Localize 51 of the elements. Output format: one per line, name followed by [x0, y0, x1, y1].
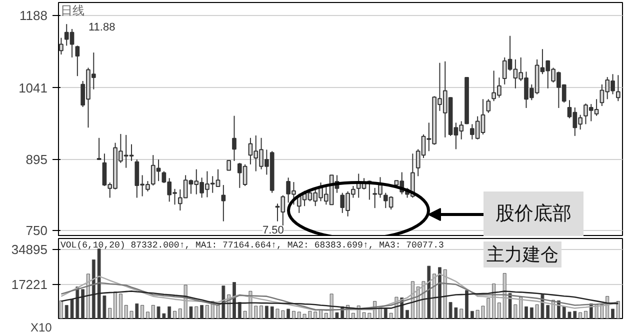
y-tick-label: 895 — [26, 152, 48, 167]
line-series — [60, 273, 619, 311]
y-tick-label: 17221 — [11, 276, 48, 292]
bar — [292, 310, 296, 318]
candlestick — [226, 160, 232, 171]
y-tick-label: 1188 — [20, 8, 48, 24]
line-series — [60, 282, 619, 311]
y-tick-label: 34895 — [11, 242, 48, 257]
bar — [351, 312, 355, 318]
candlestick — [232, 115, 236, 162]
line-series — [60, 290, 619, 310]
bar — [616, 301, 620, 318]
candlestick — [221, 184, 226, 222]
bar — [438, 267, 442, 318]
bar — [173, 310, 176, 318]
bar — [578, 312, 582, 318]
candlestick — [59, 37, 64, 55]
bar — [584, 310, 588, 318]
candlestick — [75, 45, 80, 77]
bar — [264, 306, 268, 318]
bar — [611, 308, 615, 318]
bar — [465, 290, 468, 318]
annotation: 股价底部 — [496, 202, 572, 224]
bar — [114, 292, 118, 318]
annotation: 11.88 — [88, 22, 116, 34]
bar — [118, 294, 122, 318]
bar — [319, 310, 322, 318]
bar — [140, 304, 144, 318]
bar — [200, 304, 204, 318]
bar — [519, 296, 523, 318]
bar — [178, 308, 182, 318]
annotation: 主力建仓 — [486, 244, 558, 264]
bar — [59, 300, 63, 318]
candlestick — [96, 137, 102, 160]
y-tick-label: 750 — [26, 223, 48, 238]
text: X10 — [30, 320, 52, 334]
bar — [524, 306, 528, 318]
bar — [260, 306, 264, 318]
bar — [205, 304, 209, 318]
bar — [324, 312, 328, 318]
bar — [146, 312, 150, 318]
annotation: 7.50 — [262, 224, 284, 236]
bar — [470, 310, 474, 318]
bar — [286, 308, 290, 318]
bar — [81, 289, 85, 318]
annotation: 日线 — [60, 4, 84, 18]
candlestick — [486, 98, 491, 114]
y-tick-label: 1041 — [18, 80, 48, 96]
bar — [497, 302, 501, 318]
annotation: VOL(6,10,20) 87332.000↑, MA1: 77164.664↑, MA2: 68383.699↑, MA3: 70077.3 — [60, 240, 444, 250]
bar — [406, 310, 410, 318]
